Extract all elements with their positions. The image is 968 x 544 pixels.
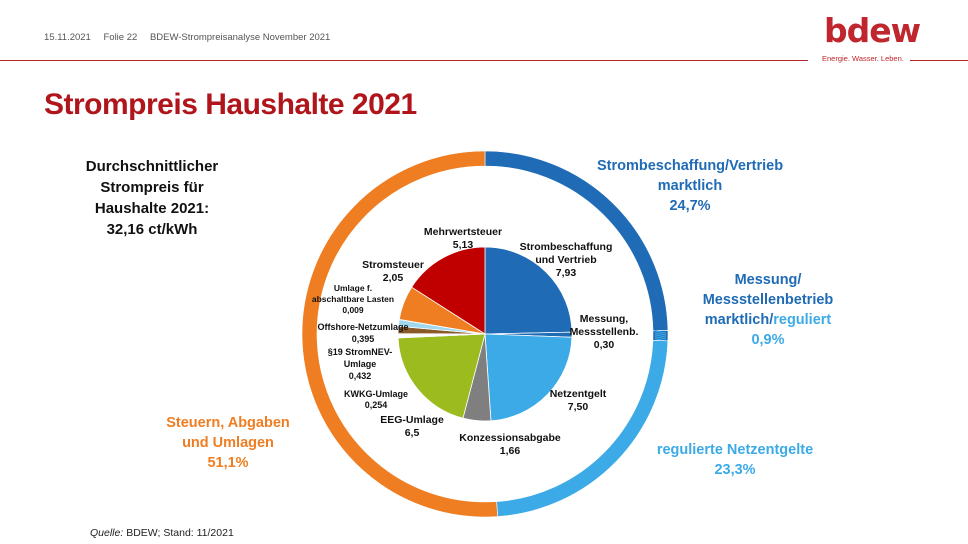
slice-label-line: Stromsteuer: [362, 259, 424, 271]
slice-label-eeg-umlage: EEG-Umlage 6,5: [380, 414, 444, 439]
slice-label-line: abschaltbare Lasten: [312, 294, 394, 304]
outer-label-metering-line3: marktlich/reguliert: [678, 310, 858, 330]
outer-ring-hatch-line: [654, 334, 667, 338]
pie-slice-netzentgelt: [484, 333, 573, 422]
outer-label-taxes: Steuern, Abgaben und Umlagen 51,1%: [148, 413, 308, 473]
bdew-logo: bdew: [824, 11, 921, 50]
outer-ring-hatch-line: [654, 336, 667, 340]
slice-label-kwkg-umlage: KWKG-Umlage 0,254: [344, 389, 408, 410]
source-label: Quelle:: [90, 527, 124, 539]
slice-label-line: Umlage f.: [334, 283, 372, 293]
slice-label-line: Mehrwertsteuer: [424, 226, 502, 238]
outer-label-metering-line2: Messstellenbetrieb: [702, 292, 834, 308]
slice-label-line: und Vertrieb: [535, 254, 596, 266]
slice-label-line: Messung,: [580, 313, 629, 325]
average-value: 32,16 ct/kWh: [106, 221, 198, 238]
outer-label-procurement-pct: 24,7%: [669, 198, 711, 214]
slice-label-line: 6,5: [405, 427, 420, 439]
source-text: BDEW; Stand: 11/2021: [123, 527, 234, 539]
average-line-2: Strompreis für: [100, 179, 204, 196]
slice-label-line: 0,009: [342, 305, 364, 315]
average-line-3: Haushalte 2021:: [94, 200, 210, 217]
slice-label-line: §19 StromNEV-: [328, 347, 393, 357]
slice-label-line: Messstellenb.: [570, 326, 639, 338]
slice-label-umlage-f-abschaltbare-lasten: Umlage f. abschaltbare Lasten 0,009: [312, 283, 394, 315]
header-rule: [0, 60, 808, 61]
inner-pie: [397, 246, 573, 422]
slice-label-line: 5,13: [453, 239, 474, 251]
outer-label-procurement-line1: Strombeschaffung/Vertrieb: [596, 158, 784, 174]
slice-label-line: KWKG-Umlage: [344, 389, 408, 399]
slice-label-line: Strombeschaffung: [520, 241, 613, 253]
header: 15.11.2021 Folie 22 BDEW-Strompreisanaly…: [44, 32, 340, 43]
outer-label-metering: Messung/ Messstellenbetrieb marktlich/re…: [678, 270, 858, 350]
slice-label-line: 0,432: [349, 371, 372, 381]
source-note: Quelle: BDEW; Stand: 11/2021: [90, 527, 234, 539]
outer-ring-segment-steuern-abgaben-und-umlagen: [301, 150, 498, 518]
slice-label-messung-messstellenb: Messung, Messstellenb. 0,30: [570, 313, 639, 351]
outer-label-taxes-line2: und Umlagen: [182, 435, 274, 451]
header-rule-right: [910, 60, 968, 61]
outer-label-procurement-line2: marktlich: [657, 178, 723, 194]
slice-label-line: EEG-Umlage: [380, 414, 444, 426]
slice-labels: Strombeschaffung und Vertrieb 7,93 Messung,…: [312, 226, 639, 457]
outer-label-taxes-line1: Steuern, Abgaben: [166, 415, 290, 431]
average-price-text: Durchschnittlicher Strompreis für Hausha…: [62, 156, 242, 240]
slice-label-line: Netzentgelt: [550, 388, 607, 400]
slice-label-line: 0,254: [365, 400, 388, 410]
slice-label-line: 2,05: [383, 272, 404, 284]
slice-label-line: 0,30: [594, 339, 615, 351]
outer-label-metering-market: marktlich/: [704, 312, 774, 328]
outer-ring-hatch-line: [654, 330, 667, 334]
slice-label-line: 7,93: [556, 267, 577, 279]
pie-slice-eeg-umlage: [397, 333, 486, 419]
slice-label-line: 0,395: [352, 334, 375, 344]
outer-label-metering-pct: 0,9%: [751, 332, 785, 348]
slice-label-line: Konzessionsabgabe: [459, 432, 561, 444]
outer-label-taxes-pct: 51,1%: [207, 455, 249, 471]
slice-label-line: Umlage: [344, 359, 377, 369]
header-slide-number: Folie 22: [103, 32, 138, 43]
average-line-1: Durchschnittlicher: [85, 158, 219, 175]
logo-tagline: Energie. Wasser. Leben.: [822, 54, 904, 63]
outer-label-grid-line1: regulierte Netzentgelte: [656, 442, 814, 458]
pie-slice-mehrwertsteuer: [411, 246, 486, 335]
header-date: 15.11.2021: [44, 32, 91, 43]
slice-label-konzessionsabgabe: Konzessionsabgabe 1,66: [459, 432, 561, 457]
slice-label-19-stromnev-umlage: §19 StromNEV- Umlage 0,432: [328, 347, 393, 381]
outer-ring-hatch-line: [654, 332, 667, 336]
slice-label-line: 7,50: [568, 401, 589, 413]
slice-label-line: 1,66: [500, 445, 521, 457]
outer-ring: [301, 150, 669, 518]
slice-label-line: Offshore-Netzumlage: [317, 322, 408, 332]
slice-label-offshore-netzumlage: Offshore-Netzumlage 0,395: [317, 322, 408, 344]
header-deck-title: BDEW-Strompreisanalyse November 2021: [149, 32, 331, 43]
outer-label-grid: regulierte Netzentgelte 23,3%: [630, 440, 840, 480]
outer-label-procurement: Strombeschaffung/Vertrieb marktlich 24,7…: [580, 156, 800, 216]
page-title: Strompreis Haushalte 2021: [44, 88, 417, 121]
slice-label-mehrwertsteuer: Mehrwertsteuer 5,13: [424, 226, 502, 251]
outer-label-metering-regulated: reguliert: [773, 312, 832, 328]
slice-label-netzentgelt: Netzentgelt 7,50: [550, 388, 607, 413]
pie-slice-strombeschaffung-und-vertrieb: [484, 246, 573, 335]
slice-label-stromsteuer: Stromsteuer 2,05: [362, 259, 424, 284]
slice-label-strombeschaffung-und-vertrieb: Strombeschaffung und Vertrieb 7,93: [520, 241, 613, 279]
outer-label-grid-pct: 23,3%: [714, 462, 756, 478]
outer-label-metering-line1: Messung/: [734, 272, 802, 288]
